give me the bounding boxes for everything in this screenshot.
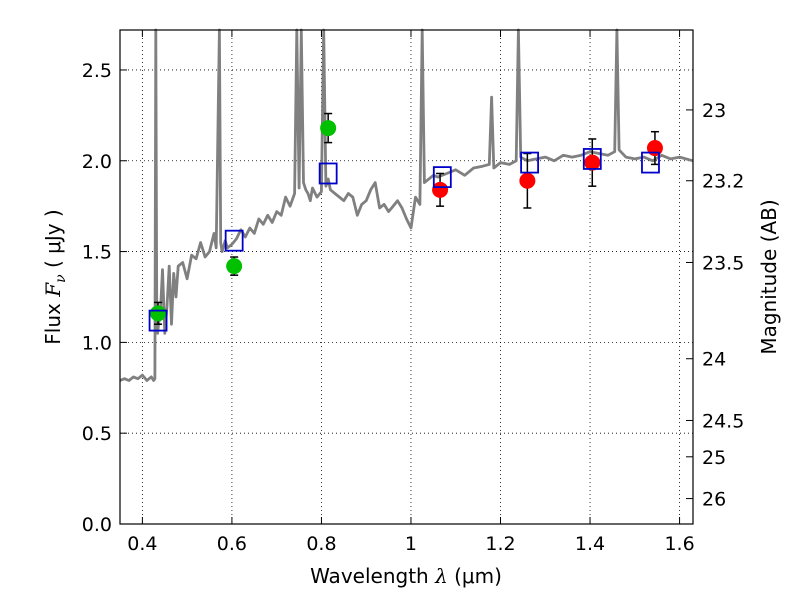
y2-tick-label: 25	[702, 447, 726, 469]
y2-axis-label: Magnitude (AB)	[757, 199, 781, 354]
x-tick-label: 1.6	[664, 533, 694, 555]
x-axis-label-unit: (μm)	[448, 564, 502, 588]
y-tick-label: 2.0	[82, 151, 112, 173]
x-axis-label-prefix: Wavelength	[310, 564, 435, 588]
y2-tick-label: 26	[702, 489, 726, 511]
y2-tick-label: 23.2	[702, 171, 744, 193]
x-axis-label: Wavelength λ (μm)	[310, 564, 502, 588]
synthetic-flux-square	[432, 166, 452, 189]
plot-frame	[119, 29, 694, 525]
y-axis-label-unit: ( μJy )	[41, 209, 65, 274]
y-tick-label: 0.0	[82, 514, 112, 536]
nir-photometry-point	[646, 140, 663, 157]
x-tick-label: 0.8	[306, 533, 336, 555]
model-spectrum-line	[119, 28, 694, 382]
x-tick-label: 0.6	[217, 533, 247, 555]
photometry-points	[148, 112, 663, 332]
grid-lines	[120, 30, 693, 525]
y-tick-label: 2.5	[82, 60, 112, 82]
x-tick-label: 0.4	[127, 533, 157, 555]
y-tick-label: 1.5	[82, 242, 112, 264]
synthetic-flux-square	[318, 162, 338, 185]
optical-photometry-point	[320, 120, 337, 137]
axis-ticks: 0.4 0.6 0.8 1 1.2 1.4 1.6 0.0 0.5 1.0 1.5 2.0 2.5 23 2…	[82, 30, 744, 555]
y2-tick-label: 24.5	[702, 410, 744, 432]
model-spectrum	[119, 28, 694, 382]
y-axis-label-prefix: Flux	[41, 297, 65, 345]
x-axis-label-symbol: λ	[434, 564, 448, 588]
nir-photometry-point	[519, 172, 536, 189]
optical-photometry-point	[150, 305, 167, 322]
synthetic-flux-square	[224, 229, 244, 252]
y-axis-label-subscript: ν	[53, 274, 69, 283]
x-tick-label: 1.4	[575, 533, 605, 555]
y-tick-label: 1.0	[82, 332, 112, 354]
x-tick-label: 1.2	[485, 533, 515, 555]
nir-photometry-point	[432, 181, 449, 198]
nir-photometry-point	[584, 154, 601, 171]
synthetic-flux-square	[148, 309, 168, 332]
y-tick-label: 0.5	[82, 423, 112, 445]
synthetic-flux-square	[641, 151, 660, 174]
y2-tick-label: 23.5	[702, 252, 744, 274]
y2-tick-label: 24	[702, 349, 726, 371]
optical-photometry-point	[226, 258, 243, 275]
synthetic-flux-square	[520, 151, 540, 174]
synthetic-flux-square	[582, 148, 602, 170]
y-axis-label: Flux Fν ( μJy )	[41, 209, 69, 344]
y-axis-label-symbol: F	[41, 282, 65, 298]
x-tick-label: 1	[405, 533, 417, 555]
y2-tick-label: 23	[702, 100, 726, 122]
